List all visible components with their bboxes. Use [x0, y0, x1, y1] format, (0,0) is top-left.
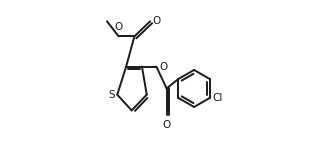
Text: O: O [153, 16, 161, 26]
Text: Cl: Cl [213, 93, 223, 103]
Text: O: O [115, 22, 123, 32]
Text: S: S [109, 90, 115, 100]
Text: O: O [159, 62, 168, 71]
Text: O: O [163, 120, 171, 130]
